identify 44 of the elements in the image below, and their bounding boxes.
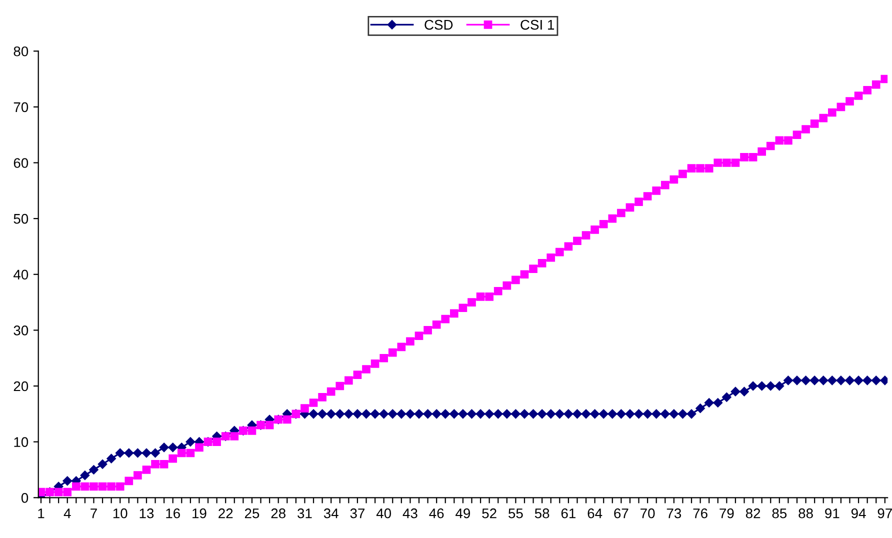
y-tick-label: 30: [14, 326, 28, 336]
x-tick-label: 52: [482, 508, 496, 518]
x-tick-label: 1: [38, 508, 44, 518]
x-tick-label: 91: [825, 508, 840, 518]
y-tick-label: 20: [14, 381, 28, 392]
x-tick-label: 94: [851, 508, 866, 518]
x-tick-label: 97: [878, 508, 892, 518]
y-tick-label: 70: [14, 102, 28, 112]
x-tick-label: 49: [456, 508, 470, 518]
x-tick-label: 46: [429, 508, 444, 518]
x-tick-label: 70: [640, 508, 655, 518]
x-tick-label: 76: [693, 508, 708, 518]
x-tick-label: 4: [64, 508, 71, 518]
legend-label: CSD: [424, 20, 453, 30]
x-tick-label: 61: [561, 508, 576, 518]
legend-label: CSI 1: [520, 20, 554, 30]
x-tick-label: 19: [192, 508, 206, 518]
x-tick-label: 67: [614, 508, 628, 518]
x-tick-label: 40: [376, 508, 392, 518]
x-tick-label: 7: [90, 508, 97, 518]
x-tick-label: 31: [298, 508, 312, 518]
x-tick-label: 82: [746, 508, 760, 518]
x-tick-label: 85: [772, 508, 787, 518]
x-tick-label: 34: [324, 508, 338, 518]
y-tick-label: 40: [14, 270, 28, 280]
x-tick-label: 22: [218, 508, 233, 518]
x-tick-label: 43: [402, 508, 418, 518]
x-tick-label: 79: [720, 508, 734, 518]
x-tick-label: 10: [113, 508, 128, 518]
x-tick-label: 16: [166, 508, 180, 518]
y-tick-label: 60: [14, 158, 28, 168]
x-tick-label: 37: [350, 508, 364, 518]
x-tick-label: 58: [534, 508, 550, 518]
y-tick-label: 50: [14, 214, 28, 224]
x-tick-label: 55: [508, 508, 523, 518]
x-tick-label: 73: [666, 508, 682, 518]
y-tick-label: 80: [14, 46, 28, 56]
x-tick-label: 25: [244, 508, 260, 518]
x-tick-label: 28: [271, 508, 286, 518]
y-tick-label: 0: [21, 492, 28, 503]
x-tick-label: 64: [588, 508, 602, 518]
y-tick-label: 10: [14, 437, 28, 447]
x-tick-label: 88: [798, 508, 813, 518]
x-tick-label: 13: [140, 508, 154, 518]
